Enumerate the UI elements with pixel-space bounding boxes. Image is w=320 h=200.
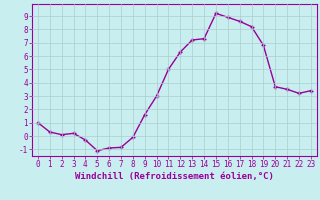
X-axis label: Windchill (Refroidissement éolien,°C): Windchill (Refroidissement éolien,°C) [75,172,274,181]
